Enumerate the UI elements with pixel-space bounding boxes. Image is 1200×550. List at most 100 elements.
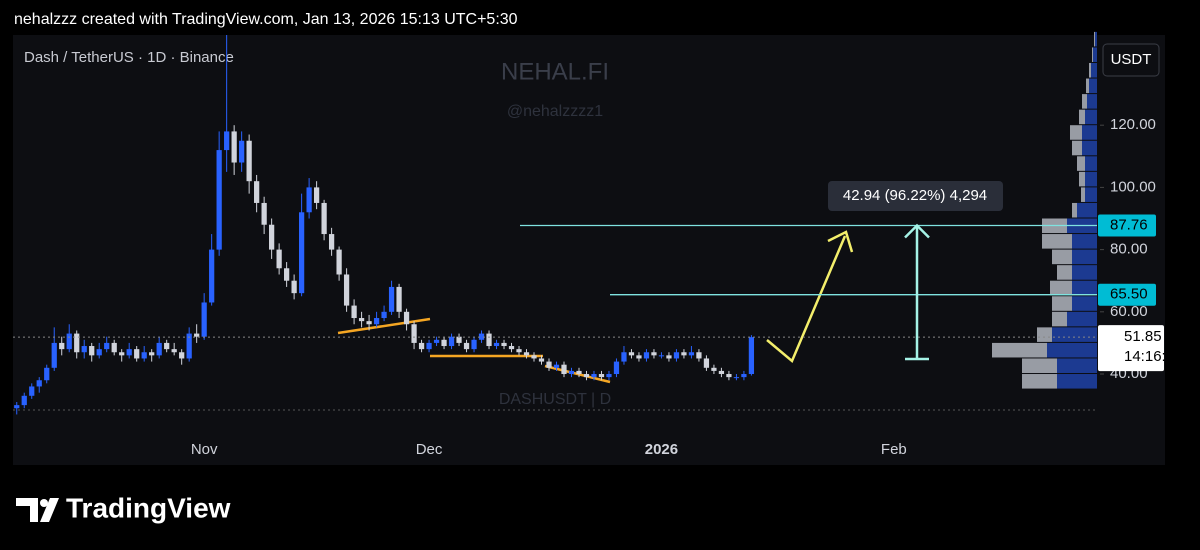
candle-body: [651, 352, 657, 356]
volume-down: [1081, 187, 1085, 202]
volume-up: [1072, 265, 1097, 280]
candle-body: [216, 150, 222, 250]
candle-body: [209, 249, 215, 303]
candle-body: [224, 131, 230, 151]
x-tick-label: Dec: [416, 441, 443, 458]
volume-down: [1052, 249, 1072, 265]
measure-box: [828, 181, 1003, 211]
y-tick-label: 60.00: [1110, 303, 1148, 320]
volume-down: [1089, 62, 1091, 78]
volume-down: [1052, 296, 1072, 311]
candle-body: [373, 318, 380, 325]
candle-body: [328, 234, 335, 250]
last-price-label: 51.85: [1124, 328, 1162, 345]
candle-body: [456, 336, 462, 343]
volume-up: [1095, 31, 1097, 47]
candle-body: [81, 346, 87, 353]
candle-body: [636, 355, 642, 359]
logo-icon: [40, 499, 48, 507]
currency-box[interactable]: [1102, 43, 1160, 77]
candle-body: [358, 318, 365, 322]
candle-body: [74, 333, 80, 353]
volume-up: [1085, 187, 1097, 202]
volume-up: [1072, 280, 1097, 296]
candle-body: [688, 352, 695, 356]
volume-down: [1037, 327, 1052, 342]
candle-body: [51, 342, 57, 368]
measure-head: [904, 223, 930, 239]
candle-body: [269, 224, 275, 250]
candle-body: [149, 352, 155, 356]
candle-body: [336, 249, 342, 275]
y-tick-label: 120.00: [1110, 116, 1156, 133]
candle-body: [126, 349, 132, 356]
countdown: 14:16:28: [1124, 348, 1182, 365]
candle-body: [321, 202, 327, 235]
candle-body: [351, 305, 357, 319]
last-price-tag: [1098, 325, 1164, 372]
currency[interactable]: USDT: [1111, 51, 1152, 68]
volume-up: [1052, 327, 1097, 342]
volume-up: [1067, 311, 1097, 327]
candle-body: [306, 187, 312, 213]
candle-body: [448, 336, 455, 347]
candle-body: [14, 405, 20, 409]
candle-body: [478, 333, 485, 340]
level-label: 87.76: [1110, 216, 1148, 233]
candle-body: [134, 349, 140, 359]
candle-body: [194, 333, 200, 337]
volume-down: [992, 342, 1047, 358]
volume-down: [1086, 78, 1089, 94]
candle-body: [44, 367, 50, 381]
candle-body: [433, 339, 440, 343]
logo-icon: [16, 498, 59, 522]
candle-body: [418, 342, 425, 350]
candle-body: [501, 342, 507, 347]
header: nehalzzz created with TradingView.com, J…: [14, 11, 518, 28]
candle-body: [523, 352, 530, 356]
volume-down: [1082, 94, 1087, 109]
volume-up: [1093, 47, 1097, 62]
candle-body: [568, 370, 575, 375]
candle-body: [621, 352, 627, 362]
volume-down: [1050, 280, 1072, 296]
volume-down: [1042, 234, 1072, 249]
level-tag: [1098, 283, 1156, 306]
volume-up: [1085, 156, 1097, 171]
candle-body: [171, 349, 177, 353]
candle-body: [718, 370, 725, 375]
candle-body: [606, 374, 612, 378]
candle-body: [696, 352, 702, 359]
candle-body: [298, 212, 305, 294]
volume-up: [1072, 296, 1097, 311]
volume-up: [1047, 342, 1097, 358]
volume-up: [1072, 249, 1097, 265]
volume-down: [1070, 125, 1082, 140]
brand-name: TradingView: [66, 492, 231, 523]
candle-body: [681, 352, 687, 356]
candle-body: [598, 374, 605, 378]
candle-body: [493, 342, 500, 347]
candle-body: [666, 355, 672, 359]
chart-pane: [13, 35, 1165, 465]
candle-body: [583, 374, 590, 378]
candle-body: [628, 352, 635, 356]
candle-body: [411, 324, 417, 343]
candle-body: [508, 346, 515, 350]
x-tick-label: 2026: [645, 441, 678, 458]
candle-body: [531, 355, 537, 359]
candle-body: [276, 249, 282, 269]
volume-up: [1087, 94, 1097, 109]
candle-body: [516, 349, 522, 353]
volume-up: [1089, 78, 1097, 94]
volume-down: [1072, 140, 1082, 156]
candle-body: [89, 346, 95, 356]
projection-arrow: [766, 235, 847, 364]
candle-body: [388, 286, 395, 312]
candle-body: [104, 342, 110, 350]
watermark-handle: @nehalzzzz1: [507, 103, 603, 120]
watermark-ticker: DASHUSDT | D: [499, 391, 611, 408]
volume-down: [1092, 47, 1093, 62]
candle-body: [553, 364, 560, 368]
